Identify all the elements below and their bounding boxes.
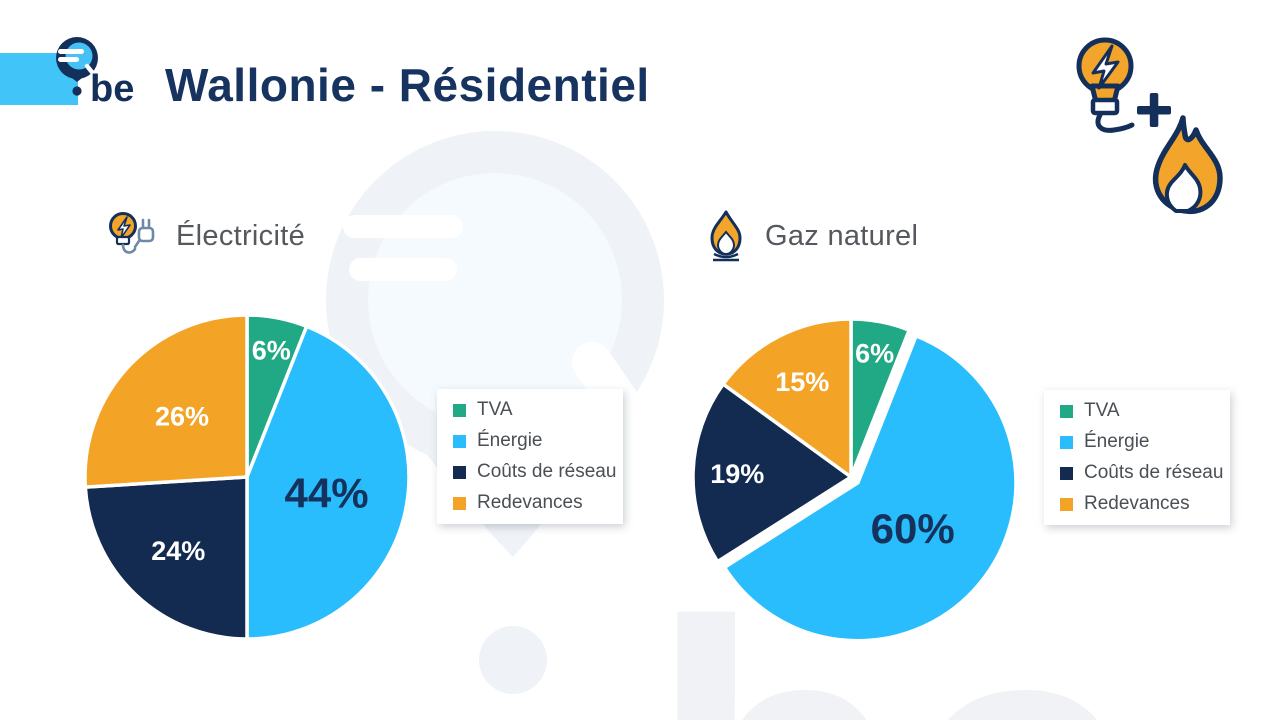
legend-item-energie: Énergie xyxy=(453,430,607,452)
pie-label-TVA: 6% xyxy=(252,335,291,365)
watermark-dot xyxy=(479,626,547,694)
pie-label-Coûts de réseau: 19% xyxy=(710,459,764,489)
legend-item-tva: TVA xyxy=(453,399,607,421)
pie-label-Redevances: 15% xyxy=(775,367,829,397)
flame-icon xyxy=(1152,115,1223,215)
pie-slice-Coûts de réseau xyxy=(691,382,853,564)
section-header-electricite: Électricité xyxy=(106,210,305,262)
section-header-gaz: Gaz naturel xyxy=(701,208,918,264)
legend-swatch-redevances xyxy=(453,496,466,510)
pie-slice-Redevances xyxy=(83,313,249,489)
legend-gaz: TVA Énergie Coûts de réseau Redevances xyxy=(1044,390,1230,525)
legend-item-redevances: Redevances xyxy=(1060,493,1214,515)
legend-item-tva: TVA xyxy=(1060,400,1214,422)
watermark-euro-bar xyxy=(349,258,457,281)
pie-label-Coûts de réseau: 24% xyxy=(151,536,205,566)
legend-item-redevances: Redevances xyxy=(453,492,607,514)
legend-swatch-tva xyxy=(453,403,466,417)
pie-label-Énergie: 60% xyxy=(871,505,955,552)
legend-item-energie: Énergie xyxy=(1060,431,1214,453)
pie-label-Redevances: 26% xyxy=(155,402,209,432)
logo-dot xyxy=(72,86,82,96)
electricity-plug-icon xyxy=(109,212,155,254)
pie-chart-electricite: 6% 44% 24% 26% xyxy=(83,313,411,641)
legend-swatch-couts xyxy=(453,465,466,479)
lightning-bolt-icon xyxy=(1091,44,1120,90)
pie-label-TVA: 6% xyxy=(855,339,894,369)
watermark-euro-bar xyxy=(343,215,463,238)
page-title: Wallonie - Résidentiel xyxy=(165,59,650,111)
legend-swatch-redevances xyxy=(1060,497,1073,511)
pie-slice-Redevances xyxy=(721,317,853,479)
legend-item-couts: Coûts de réseau xyxy=(1060,462,1223,484)
pie-label-Énergie: 44% xyxy=(285,469,369,516)
legend-swatch-energie xyxy=(453,434,466,448)
legend-swatch-energie xyxy=(1060,435,1073,449)
legend-swatch-couts xyxy=(1060,466,1073,480)
plus-icon xyxy=(1137,93,1171,127)
lightbulb-icon xyxy=(1076,37,1135,133)
logo-be-text: be xyxy=(90,68,134,110)
app-logo: be xyxy=(0,37,134,110)
pie-chart-gaz: 6% 60% 19% 15% xyxy=(691,317,1018,643)
section-title-gaz: Gaz naturel xyxy=(765,219,919,252)
legend-electricite: TVA Énergie Coûts de réseau Redevances xyxy=(437,389,623,524)
logo-handle xyxy=(84,63,99,80)
pie-slice-Énergie xyxy=(722,334,1018,643)
legend-item-couts: Coûts de réseau xyxy=(453,461,616,483)
logo-pin-tail xyxy=(62,70,92,82)
gas-flame-icon xyxy=(710,210,742,262)
logo-euro-bar xyxy=(58,57,79,62)
electricity-plus-gas-icon xyxy=(1076,37,1223,215)
pie-slice-Coûts de réseau xyxy=(83,475,249,641)
section-title-electricite: Électricité xyxy=(176,219,305,252)
logo-euro-bar xyxy=(58,49,84,54)
legend-swatch-tva xyxy=(1060,404,1073,418)
